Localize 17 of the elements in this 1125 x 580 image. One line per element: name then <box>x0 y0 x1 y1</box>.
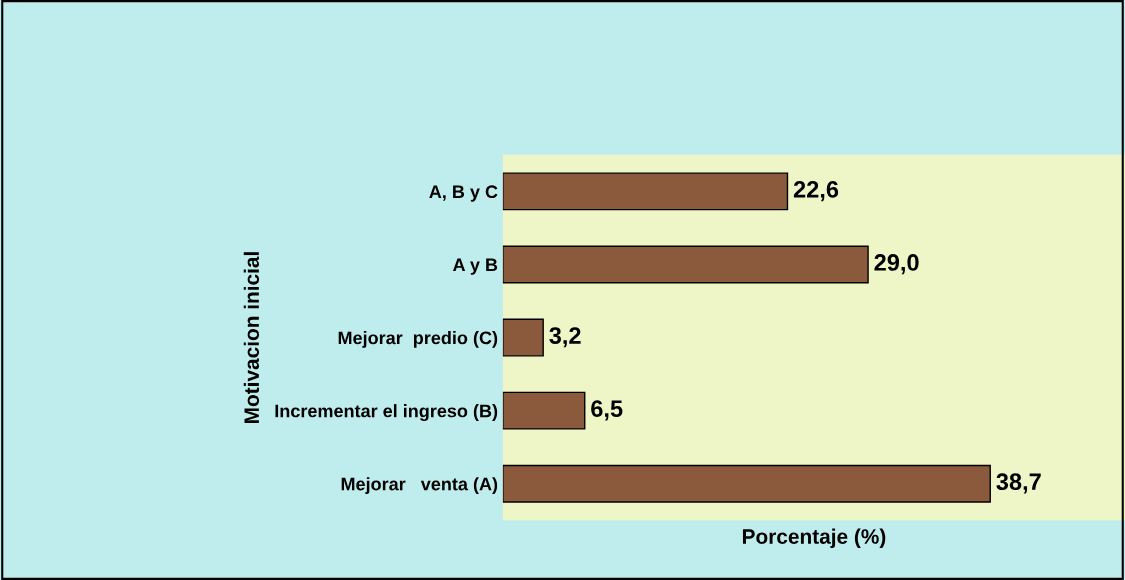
data-label: 6,5 <box>591 400 623 421</box>
bar <box>502 318 544 357</box>
y-tick-label: A y B <box>452 258 498 275</box>
data-label: 38,7 <box>996 473 1041 494</box>
y-tick-label: A, B y C <box>429 185 498 202</box>
bar <box>502 391 586 430</box>
bar <box>502 464 991 503</box>
y-tick-label: Mejorar predio (C) <box>338 331 498 348</box>
bar <box>502 172 789 211</box>
data-label: 29,0 <box>874 254 919 275</box>
bar <box>502 245 869 284</box>
data-label: 3,2 <box>549 327 581 348</box>
data-label: 22,6 <box>793 181 839 202</box>
y-tick-label: Mejorar venta (A) <box>341 477 498 495</box>
x-axis-title: Porcentaje (%) <box>742 528 886 549</box>
y-axis-title: Motivacion inicial <box>243 252 260 423</box>
y-tick-label: Incrementar el ingreso (B) <box>275 404 498 422</box>
